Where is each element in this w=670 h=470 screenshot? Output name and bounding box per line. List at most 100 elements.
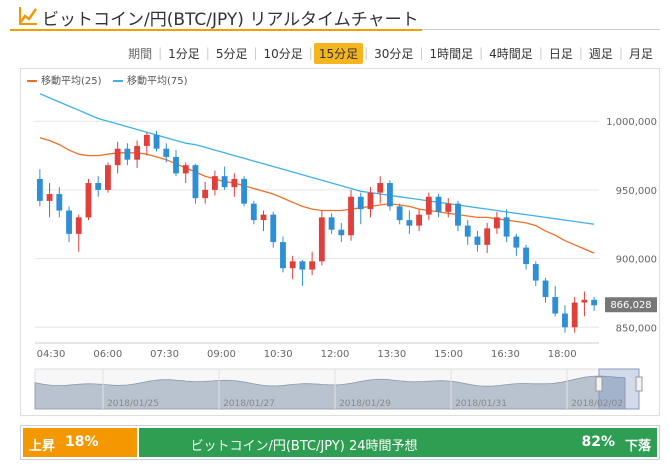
candle-body: [95, 183, 102, 190]
candle-body: [114, 148, 121, 166]
candle: [552, 286, 559, 317]
candle: [56, 187, 63, 218]
navigator-handle[interactable]: [635, 376, 643, 392]
candle: [66, 206, 72, 243]
candle: [387, 180, 393, 211]
candle-body: [124, 148, 131, 160]
candle-body: [250, 203, 257, 221]
candle: [396, 203, 403, 225]
timeframe-button-1[interactable]: 5分足: [215, 46, 248, 61]
forecast-up-percent: 18%: [65, 434, 99, 450]
candle-body: [241, 178, 247, 204]
candle-body: [105, 165, 111, 190]
navigator-date-label: 2018/02/02: [571, 399, 623, 409]
navigator-selection: [598, 368, 640, 410]
timeframe-button-4[interactable]: 30分足: [374, 46, 414, 61]
x-tick-label: 12:00: [321, 349, 350, 360]
candle: [571, 297, 578, 333]
candle-body: [348, 196, 354, 236]
candle-body: [46, 194, 53, 201]
candle: [173, 150, 179, 177]
candle: [416, 209, 423, 232]
ma75-line: [39, 93, 595, 225]
candle-body: [309, 261, 316, 270]
candle: [95, 176, 102, 197]
candle: [484, 222, 491, 254]
timeframe-button-3[interactable]: 15分足: [313, 42, 364, 64]
ma25-line: [39, 137, 595, 254]
timeframe-separator: |: [205, 46, 210, 60]
timeframe-button-0[interactable]: 1分足: [168, 46, 200, 61]
timeframe-button-9[interactable]: 月足: [628, 46, 653, 61]
candle-body: [464, 225, 471, 237]
candle-body: [163, 148, 170, 157]
candle: [406, 210, 413, 234]
navigator-date-label: 2018/01/29: [339, 399, 391, 409]
candle-body: [173, 156, 179, 174]
navigator-date-label: 2018/01/27: [223, 399, 275, 409]
candle: [105, 162, 111, 193]
candle-body: [66, 210, 72, 234]
candle-body: [513, 236, 520, 248]
y-tick-label: 900,000: [616, 255, 657, 266]
y-tick-label: 1,000,000: [606, 117, 657, 128]
candle: [455, 200, 461, 232]
timeframe-button-6[interactable]: 4時間足: [489, 46, 533, 61]
candle-body: [231, 178, 238, 188]
candle: [435, 194, 442, 218]
candle-body: [182, 165, 189, 174]
candle-body: [503, 217, 510, 237]
forecast-down-percent: 82%: [581, 434, 615, 450]
forecast-bar: 上昇 18% ビットコイン/円(BTC/JPY) 24時間予想 82% 下落: [20, 425, 660, 460]
legend-label: 移動平均(75): [127, 74, 188, 87]
candle: [85, 178, 92, 221]
candle-body: [143, 134, 150, 146]
candle: [474, 231, 481, 252]
candle-body: [270, 214, 277, 243]
timeframe-separator: |: [479, 46, 484, 60]
candle-body: [435, 196, 442, 212]
navigator-area: [34, 375, 626, 410]
forecast-down-label: 下落: [624, 439, 651, 454]
forecast-down-segment[interactable]: ビットコイン/円(BTC/JPY) 24時間予想 82% 下落: [139, 428, 657, 457]
navigator-date-label: 2018/01/25: [107, 399, 159, 409]
candle: [124, 143, 131, 166]
candle: [182, 162, 189, 184]
timeframe-button-5[interactable]: 1時間足: [429, 46, 474, 61]
candle-body: [523, 247, 529, 265]
candle: [562, 305, 568, 333]
candle: [280, 236, 286, 273]
x-tick-label: 16:30: [491, 349, 520, 360]
candle-body: [338, 229, 345, 236]
candle: [260, 210, 267, 232]
candle: [202, 181, 209, 204]
forecast-up-segment[interactable]: 上昇 18%: [23, 428, 137, 457]
timeframe-separator: |: [158, 46, 163, 60]
y-tick-label: 950,000: [616, 186, 657, 197]
timeframe-button-8[interactable]: 週足: [588, 46, 613, 61]
candle: [377, 176, 384, 204]
candle: [221, 166, 228, 190]
candle-body: [299, 261, 306, 270]
timeframe-button-2[interactable]: 10分足: [263, 46, 303, 61]
candle-body: [493, 217, 500, 229]
candle: [46, 183, 53, 218]
candle-body: [202, 189, 209, 199]
candle: [357, 192, 364, 225]
x-tick-label: 15:00: [434, 349, 463, 360]
candle: [523, 244, 529, 270]
price-chart[interactable]: 1,000,000 950,000 900,000 850,000 移動平均(25) 移動…: [21, 69, 659, 415]
x-tick-label: 13:30: [377, 349, 406, 360]
candle: [192, 163, 199, 204]
candle: [36, 169, 43, 207]
candle: [114, 141, 121, 174]
candle-body: [153, 134, 160, 149]
candle: [163, 143, 170, 163]
navigator-handle[interactable]: [595, 376, 603, 392]
timeframe-separator: |: [538, 46, 543, 60]
candle: [493, 211, 500, 234]
timeframe-button-7[interactable]: 日足: [548, 46, 573, 61]
legend-label: 移動平均(25): [41, 74, 102, 87]
candle: [75, 214, 82, 252]
candle: [532, 261, 539, 287]
